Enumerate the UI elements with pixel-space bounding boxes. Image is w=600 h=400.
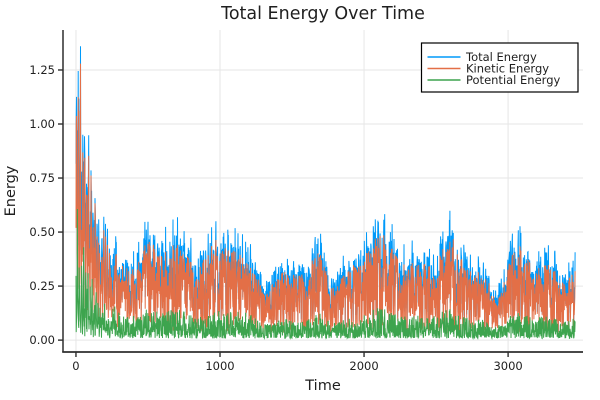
tick-labels: 0 1000 2000 3000 0.00 0.25 0.50 0.75 1.00 1.25 — [29, 63, 522, 373]
kinetic-energy-line — [75, 63, 576, 335]
y-axis-label: Energy — [3, 165, 19, 216]
legend-box — [420, 42, 579, 93]
y-tick-label: 0.75 — [29, 171, 55, 185]
axis-ticks — [58, 69, 509, 357]
series-lines — [75, 46, 576, 341]
x-axis-label: Time — [304, 378, 341, 394]
y-tick-label: 1.25 — [29, 63, 55, 77]
x-tick-label: 2000 — [349, 359, 378, 373]
y-tick-label: 0.25 — [29, 279, 55, 293]
x-tick-label: 1000 — [205, 359, 234, 373]
y-tick-label: 0.50 — [29, 225, 55, 239]
x-tick-label: 0 — [72, 359, 79, 373]
legend-label: Kinetic Energy — [466, 62, 549, 76]
potential-energy-line — [75, 208, 576, 341]
legend-label: Total Energy — [465, 50, 537, 64]
legend-label: Potential Energy — [466, 73, 560, 87]
x-tick-label: 3000 — [493, 359, 522, 373]
y-tick-label: 1.00 — [29, 117, 55, 131]
chart-title: Total Energy Over Time — [220, 4, 425, 24]
y-tick-label: 0.00 — [29, 333, 55, 347]
